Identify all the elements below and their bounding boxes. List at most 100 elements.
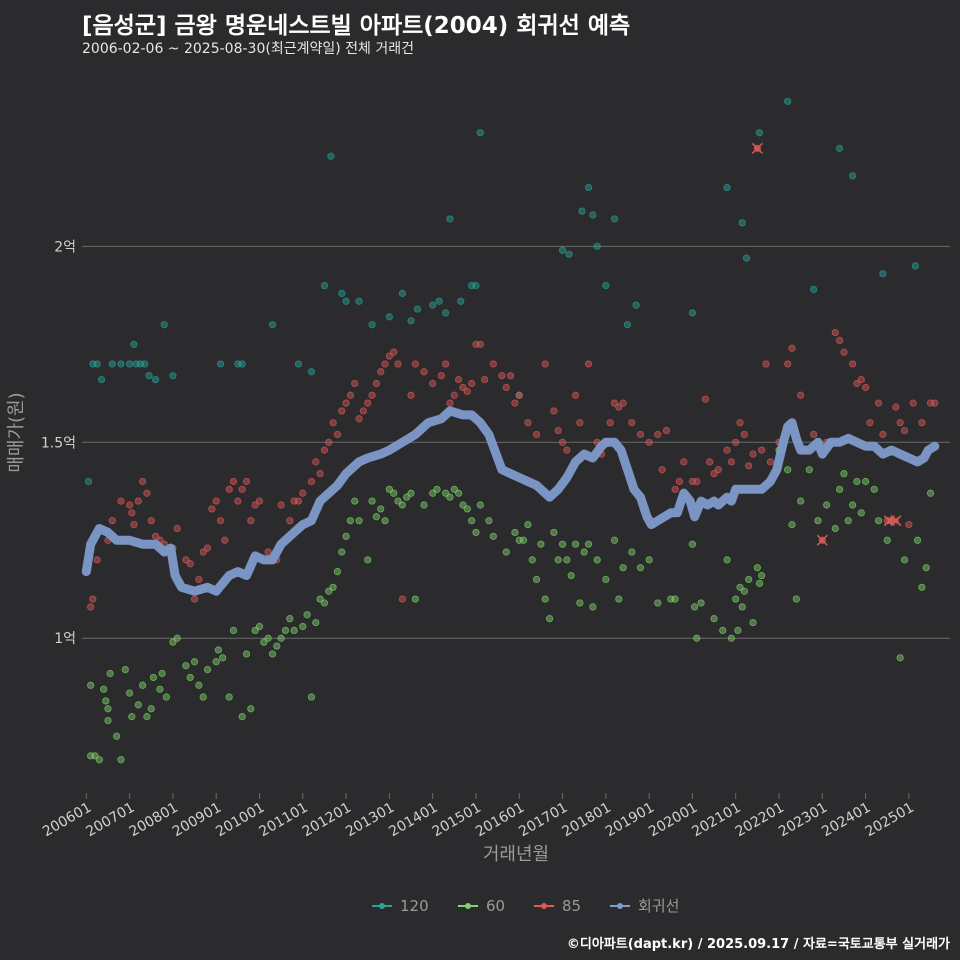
data-point-85: [645, 438, 653, 446]
data-point-85: [840, 348, 848, 356]
data-point-60: [463, 505, 471, 513]
data-point-85: [658, 466, 666, 474]
data-point-60: [346, 517, 355, 525]
data-point-85: [727, 458, 735, 466]
data-point-85: [126, 501, 134, 509]
data-point-60: [203, 665, 212, 674]
data-point-85: [498, 372, 506, 380]
x-tick-label: 201001: [213, 800, 267, 841]
data-point-85: [732, 438, 740, 446]
data-point-60: [788, 520, 796, 529]
x-tick-label: 202301: [776, 800, 830, 841]
data-point-85: [307, 477, 316, 486]
data-point-60: [286, 615, 294, 623]
data-point-85: [745, 462, 753, 470]
data-point-120: [836, 144, 844, 152]
legend-label: 60: [486, 897, 505, 915]
data-point-60: [740, 587, 748, 595]
data-point-60: [738, 603, 746, 611]
data-point-60: [199, 693, 207, 701]
data-point-60: [690, 603, 699, 611]
data-point-120: [623, 321, 632, 329]
data-point-60: [593, 556, 601, 564]
data-point-120: [407, 317, 415, 325]
data-point-85: [203, 544, 212, 552]
data-point-60: [186, 673, 194, 682]
data-point-60: [870, 485, 878, 493]
data-point-85: [238, 485, 246, 493]
data-point-60: [420, 501, 428, 509]
data-point-120: [141, 360, 149, 368]
data-point-120: [435, 297, 443, 305]
x-tick-label: 200701: [83, 800, 137, 841]
chart-title: [음성군] 금왕 명운네스트빌 아파트(2004) 회귀선 예측: [82, 13, 631, 39]
data-point-60: [537, 540, 545, 548]
legend-label: 회귀선: [638, 897, 679, 915]
data-point-85: [797, 391, 805, 399]
x-tick-label: 201301: [343, 800, 397, 841]
data-point-85: [879, 430, 887, 439]
data-point-85: [87, 603, 95, 611]
data-point-60: [554, 556, 562, 564]
data-point-120: [126, 360, 134, 368]
data-point-60: [844, 517, 852, 525]
data-point-60: [104, 705, 112, 713]
data-point-60: [238, 713, 246, 721]
data-point-60: [117, 756, 125, 764]
data-point-60: [147, 705, 155, 713]
data-point-85: [411, 360, 419, 368]
data-point-60: [545, 615, 554, 623]
data-point-60: [823, 501, 831, 509]
data-point-60: [372, 513, 380, 521]
data-point-120: [355, 297, 363, 305]
data-point-85: [247, 517, 255, 525]
data-point-60: [727, 634, 735, 642]
data-point-60: [312, 618, 320, 627]
data-point-85: [723, 446, 731, 454]
data-point-120: [307, 368, 316, 376]
data-point-85: [329, 419, 337, 427]
data-point-85: [918, 419, 926, 427]
data-point-120: [117, 360, 125, 368]
data-point-85: [208, 505, 216, 513]
x-tick-label: 201701: [516, 800, 570, 841]
data-point-85: [476, 340, 484, 348]
data-point-85: [390, 348, 398, 356]
data-point-85: [173, 524, 181, 533]
data-point-120: [755, 129, 764, 137]
data-point-85: [571, 391, 580, 399]
data-point-60: [182, 662, 190, 670]
data-point-85: [550, 407, 558, 415]
data-point-60: [472, 528, 480, 537]
data-point-85: [147, 517, 155, 525]
data-point-85: [784, 360, 792, 368]
data-point-85: [108, 517, 116, 525]
data-point-85: [654, 430, 662, 439]
data-point-85: [442, 360, 450, 368]
data-point-60: [571, 540, 580, 548]
data-point-85: [831, 328, 839, 337]
data-point-60: [113, 732, 121, 740]
data-point-60: [381, 517, 389, 525]
data-point-85: [93, 556, 101, 564]
data-point-120: [688, 309, 697, 317]
data-point-85: [143, 489, 151, 497]
data-point-60: [836, 485, 844, 493]
x-tick-label: 201201: [300, 800, 354, 841]
y-tick-label: 1억: [54, 631, 76, 647]
data-point-85: [857, 375, 865, 384]
data-point-85: [242, 477, 251, 486]
x-tick-label: 201801: [560, 800, 614, 841]
data-point-85: [762, 360, 770, 368]
data-point-85: [446, 399, 454, 407]
data-point-120: [578, 207, 586, 215]
data-point-120: [723, 183, 731, 192]
data-point-60: [398, 501, 406, 509]
data-point-120: [398, 289, 406, 297]
data-point-60: [755, 579, 764, 587]
data-point-60: [797, 497, 805, 505]
data-point-60: [128, 713, 136, 721]
data-point-85: [212, 497, 220, 505]
data-point-85: [117, 497, 125, 505]
